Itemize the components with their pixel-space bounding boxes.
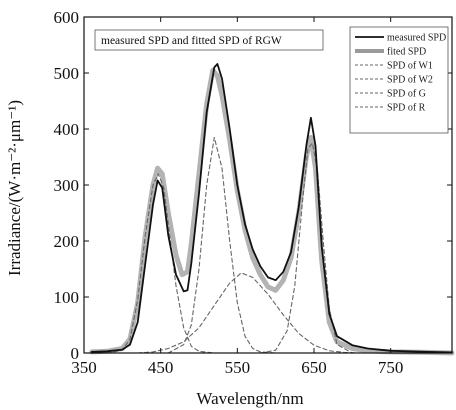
series-line-fited-spd [89,67,455,356]
y-tick-label: 600 [54,8,80,27]
legend-label-fited-spd: fited SPD [387,47,426,58]
x-tick-label: 550 [225,358,251,377]
y-tick-label: 400 [54,120,80,139]
series-line-spd-of-g [167,136,277,354]
x-axis-label: Wavelength/nm [196,389,303,408]
plot-marks [89,63,455,356]
axis-tick-labels: 350 450 550 650 750 0 100 200 300 400 500 600 [54,8,404,377]
legend-label-measured-spd: measured SPD [387,33,446,44]
x-tick-label: 350 [71,358,97,377]
inset-title-box: measured SPD and fitted SPD of RGW [94,29,324,51]
y-tick-label: 0 [71,344,80,363]
y-tick-label: 300 [54,176,80,195]
series-line-spd-of-w1 [106,173,215,354]
legend-label-spd-of-g: SPD of G [387,89,426,100]
y-tick-label: 200 [54,232,80,251]
x-tick-label: 650 [301,358,327,377]
legend-label-spd-of-w1: SPD of W1 [387,61,433,72]
y-axis-label: Irradiance/(W·m⁻²·μm⁻¹) [5,100,24,276]
legend-label-spd-of-w2: SPD of W2 [387,75,433,86]
chart-title: measured SPD and fitted SPD of RGW [101,35,282,47]
y-tick-label: 500 [54,64,80,83]
x-tick-label: 750 [378,358,404,377]
series-line-spd-of-w2 [137,272,361,354]
x-tick-label: 450 [148,358,174,377]
series-line-measured-spd [90,63,453,354]
legend-label-spd-of-r: SPD of R [387,103,426,114]
legend: measured SPD fited SPD SPD of W1 SPD of W2 S… [349,26,449,134]
series-line-spd-of-r [259,142,353,354]
y-tick-label: 100 [54,288,80,307]
